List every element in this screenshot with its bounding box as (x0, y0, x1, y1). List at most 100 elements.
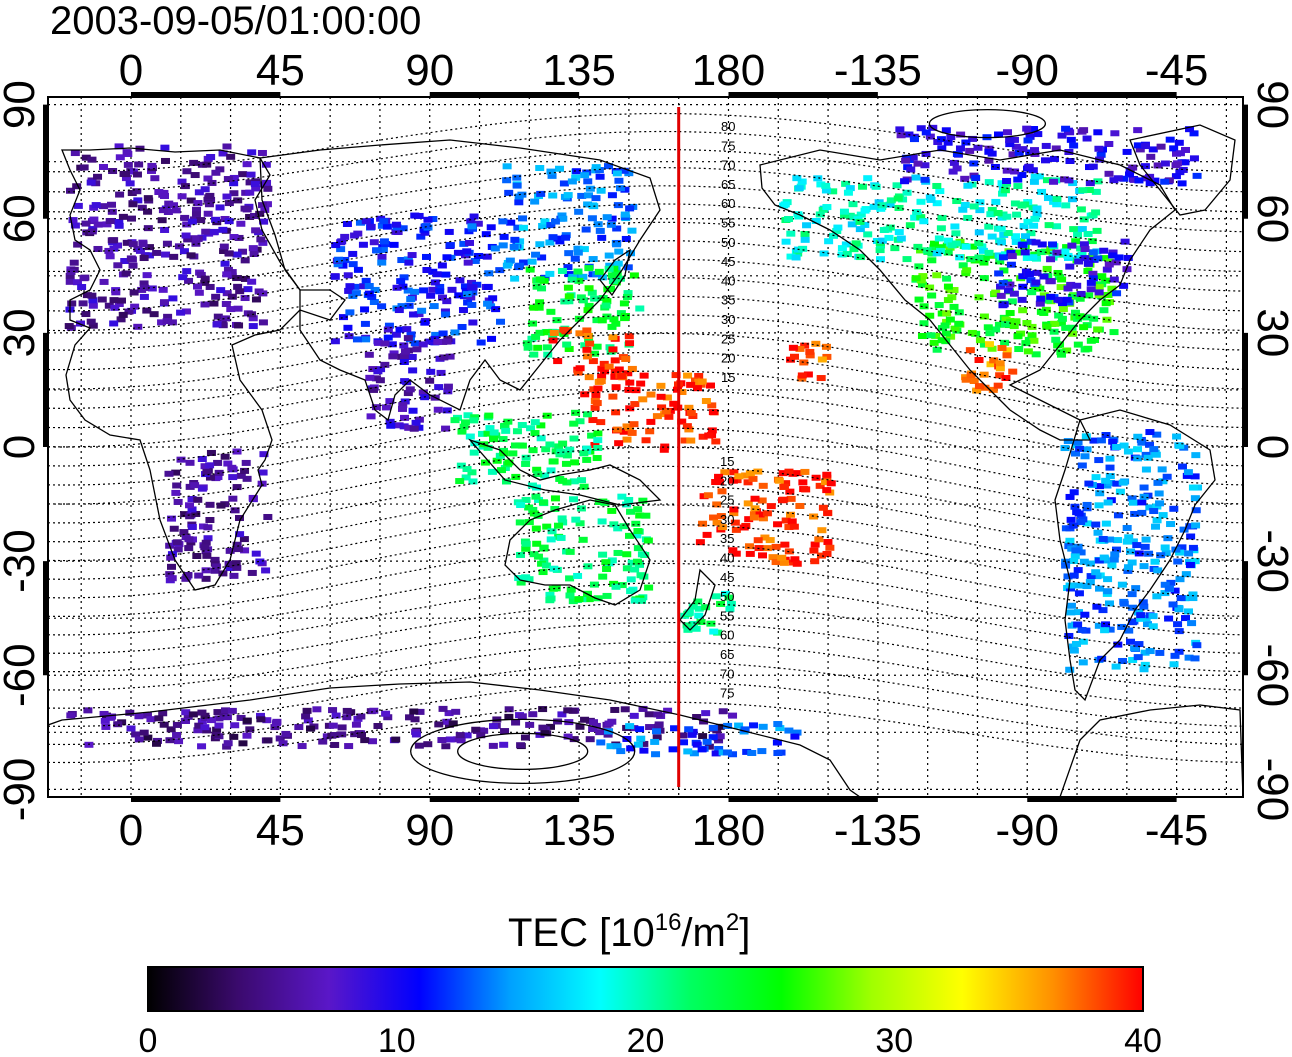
tec-cell (197, 455, 207, 462)
tec-cell (492, 457, 502, 464)
tec-cell (1158, 478, 1168, 485)
contour-line (48, 681, 1243, 746)
tec-cell (445, 242, 455, 249)
tec-cell (977, 243, 987, 250)
tec-cell (645, 428, 655, 435)
tec-cell (573, 249, 583, 256)
tec-cell (350, 731, 360, 738)
tec-cell (185, 502, 195, 509)
tec-cell (616, 185, 626, 192)
tec-cell (241, 459, 251, 466)
tec-cell (633, 545, 643, 552)
tec-cell (1088, 275, 1098, 282)
tec-cell (1127, 495, 1137, 502)
tec-cell (614, 366, 624, 373)
tec-cell (200, 301, 210, 308)
tec-cell (251, 296, 261, 303)
tec-cell (559, 180, 569, 187)
tec-cell (978, 247, 988, 254)
tec-cell (1002, 167, 1012, 174)
tec-cell (124, 308, 134, 315)
tec-cell (984, 157, 994, 164)
tec-cell (996, 239, 1006, 246)
tec-cell (622, 436, 632, 443)
tec-cell (1069, 142, 1079, 149)
tec-cell (469, 417, 479, 424)
tec-cell (473, 220, 483, 227)
tec-cell (360, 737, 370, 744)
tec-cell (917, 281, 927, 288)
tec-cell (750, 505, 760, 512)
tec-cell (742, 748, 752, 755)
tec-cell (569, 736, 579, 743)
tec-cell (532, 466, 542, 473)
tec-cell (589, 719, 599, 726)
tec-cell (612, 270, 622, 277)
tec-cell (765, 537, 775, 544)
tec-cell (463, 259, 473, 266)
tec-cell (192, 553, 202, 560)
tec-cell (1049, 328, 1059, 335)
tec-cell (448, 720, 458, 727)
tec-cell (499, 741, 509, 748)
tec-cell (1009, 323, 1019, 330)
tec-cell (623, 290, 633, 297)
tec-cell (500, 728, 510, 735)
tec-cell (360, 306, 370, 313)
tec-cell (127, 190, 137, 197)
tec-cell (563, 707, 573, 714)
tec-cell (435, 288, 445, 295)
tec-cell (573, 245, 583, 252)
tec-cell (1124, 627, 1134, 634)
tec-cell (1003, 230, 1013, 237)
tec-cell (538, 569, 548, 576)
lon-tick-label: 45 (256, 46, 305, 95)
tec-cell (707, 427, 717, 434)
tec-cell (139, 280, 149, 287)
tec-cell (578, 536, 588, 543)
tec-cell (442, 407, 452, 414)
coastlines (48, 124, 1243, 797)
tec-cell (533, 512, 543, 519)
tec-cell (87, 228, 97, 235)
tec-cell (632, 532, 642, 539)
tec-cell (590, 404, 600, 411)
tec-cell (1018, 146, 1028, 153)
tec-cell (693, 598, 703, 605)
tec-cell (545, 597, 555, 604)
tec-cell (1023, 348, 1033, 355)
tec-cell (698, 433, 708, 440)
tec-cell (238, 171, 248, 178)
tec-cell (1014, 149, 1024, 156)
contour-label: 20 (721, 351, 735, 366)
tec-cell (369, 239, 379, 246)
tec-cell (301, 713, 311, 720)
tec-cell (167, 575, 177, 582)
tec-cell (720, 469, 730, 476)
tec-cell (442, 298, 452, 305)
tec-cell (1063, 252, 1073, 259)
tec-cell (795, 502, 805, 509)
tec-cell (412, 346, 422, 353)
tec-cell (993, 382, 1003, 389)
tec-cell (1156, 552, 1166, 559)
tec-cell (1175, 442, 1185, 449)
tec-cell (1101, 477, 1111, 484)
tec-cell (1042, 297, 1052, 304)
tec-cell (715, 723, 725, 730)
tec-cell (1139, 603, 1149, 610)
tec-cell (389, 241, 399, 248)
tec-cell (1109, 329, 1119, 336)
tec-cell (630, 401, 640, 408)
tec-cell (921, 150, 931, 157)
tec-cell (1128, 656, 1138, 663)
tec-cell (595, 729, 605, 736)
tec-cell (709, 514, 719, 521)
tec-cell (436, 369, 446, 376)
tec-cell (692, 714, 702, 721)
tec-cell (242, 732, 252, 739)
tec-cell (974, 229, 984, 236)
tec-cell (684, 726, 694, 733)
tec-cell (423, 216, 433, 223)
tec-cell (143, 195, 153, 202)
